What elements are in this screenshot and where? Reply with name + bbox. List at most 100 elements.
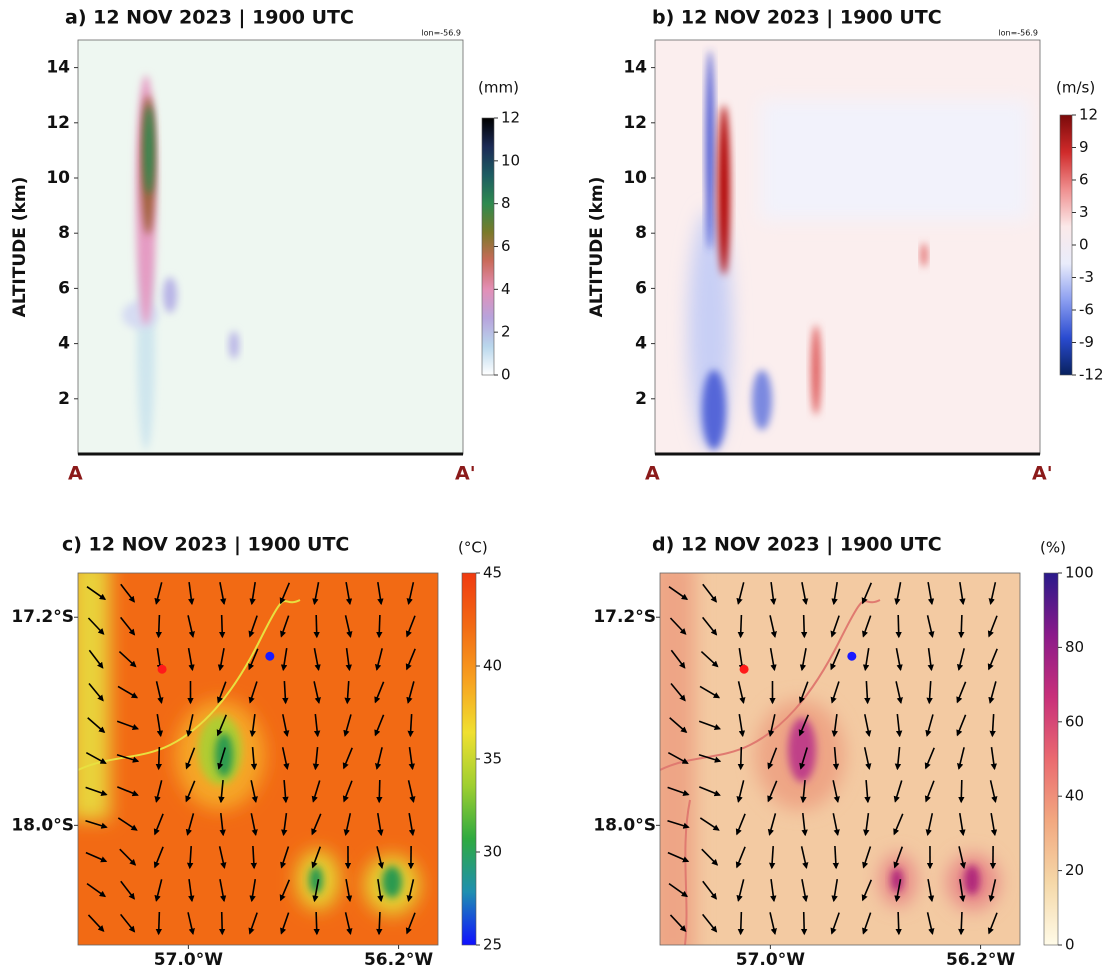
panel-title: a) 12 NOV 2023 | 1900 UTC	[65, 7, 354, 29]
wind-arrow	[159, 615, 160, 637]
colorbar-tick-label: 20	[1065, 861, 1084, 879]
field	[964, 865, 980, 895]
y-axis-label: ALTITUDE (km)	[587, 177, 607, 318]
wind-arrow	[379, 615, 380, 637]
wind-arrow	[316, 615, 317, 637]
y-tick-label: 6	[635, 278, 647, 298]
location-point	[158, 665, 167, 674]
annotation: lon=-56.9	[998, 29, 1038, 38]
colorbar-tick-label: 40	[483, 657, 502, 675]
colorbar-tick-label: 60	[1065, 712, 1084, 730]
field	[215, 733, 233, 777]
wind-arrow	[159, 912, 160, 934]
wind-arrow	[741, 912, 742, 934]
y-tick-label: 2	[58, 389, 70, 409]
colorbar-tick-label: -9	[1079, 333, 1094, 351]
annotation: lon=-56.9	[421, 29, 461, 38]
colorbar-tick-label: 8	[501, 194, 511, 212]
colorbar-label: (mm)	[478, 79, 519, 97]
colorbar	[1044, 573, 1058, 945]
field	[706, 50, 714, 250]
colorbar-tick-label: 40	[1065, 787, 1084, 805]
y-tick-label: 17.2°S	[593, 607, 656, 627]
field	[752, 370, 772, 430]
y-tick-label: 10	[623, 168, 647, 188]
colorbar-tick-label: 2	[501, 323, 511, 341]
field	[229, 331, 239, 359]
colorbar-tick-label: -6	[1079, 301, 1094, 319]
wind-arrow	[804, 615, 805, 637]
colorbar-tick-label: 3	[1079, 203, 1089, 221]
y-tick-label: 17.2°S	[11, 607, 74, 627]
y-tick-label: 4	[635, 334, 647, 354]
colorbar-tick-label: 0	[501, 366, 511, 384]
colorbar-tick-label: -12	[1079, 366, 1104, 384]
y-tick-label: 18.0°S	[593, 815, 656, 835]
panel-title: c) 12 NOV 2023 | 1900 UTC	[62, 534, 349, 556]
wind-arrow	[222, 912, 223, 934]
colorbar-tick-label: 25	[483, 936, 502, 954]
y-tick-label: 8	[635, 223, 647, 243]
location-point	[847, 652, 856, 661]
panel-title: d) 12 NOV 2023 | 1900 UTC	[652, 534, 942, 556]
y-tick-label: 6	[58, 278, 70, 298]
wind-arrow	[222, 615, 223, 637]
colorbar-tick-label: -3	[1079, 268, 1094, 286]
colorbar-tick-label: 100	[1065, 564, 1094, 582]
wind-arrow	[316, 912, 317, 934]
colorbar-tick-label: 80	[1065, 638, 1084, 656]
wind-arrow	[741, 615, 742, 637]
colorbar	[1060, 115, 1072, 375]
colorbar-tick-label: 6	[1079, 171, 1089, 189]
wind-arrow	[961, 615, 962, 637]
x-tick-label: 57.0°W	[736, 950, 805, 969]
field	[788, 718, 816, 782]
y-tick-label: 18.0°S	[11, 815, 74, 835]
wind-arrow	[898, 615, 899, 637]
plot-field	[78, 40, 463, 454]
y-tick-label: 2	[635, 389, 647, 409]
field-bg	[78, 40, 463, 454]
x-tick-label: 56.2°W	[364, 950, 433, 969]
colorbar-tick-label: 45	[483, 564, 502, 582]
colorbar-label: (°C)	[458, 539, 488, 557]
wind-arrow	[159, 747, 160, 769]
panel-title: b) 12 NOV 2023 | 1900 UTC	[652, 7, 942, 29]
field	[382, 866, 402, 898]
colorbar-tick-label: 4	[501, 280, 511, 298]
field	[921, 243, 927, 267]
wind-arrow	[804, 912, 805, 934]
colorbar-tick-label: 12	[501, 109, 520, 127]
plot-field	[655, 40, 1040, 454]
field	[163, 277, 177, 313]
y-tick-label: 12	[623, 113, 647, 133]
x-end-label: A'	[455, 463, 476, 485]
y-axis-label: ALTITUDE (km)	[10, 177, 30, 318]
field	[811, 325, 821, 415]
y-tick-label: 14	[46, 58, 70, 78]
y-tick-label: 14	[623, 58, 647, 78]
x-end-label: A'	[1032, 463, 1053, 485]
field	[760, 100, 1030, 220]
colorbar-tick-label: 30	[483, 843, 502, 861]
field	[122, 301, 158, 329]
plot-field	[650, 560, 1020, 960]
field	[702, 370, 726, 450]
colorbar-tick-label: 12	[1079, 106, 1098, 124]
colorbar-label: (m/s)	[1056, 79, 1095, 97]
location-point	[265, 652, 274, 661]
y-tick-label: 10	[46, 168, 70, 188]
wind-arrow	[379, 780, 380, 802]
y-tick-label: 4	[58, 334, 70, 354]
x-tick-label: 56.2°W	[946, 950, 1015, 969]
colorbar	[482, 118, 494, 375]
colorbar-tick-label: 6	[501, 237, 511, 255]
wind-arrow	[379, 912, 380, 934]
colorbar-tick-label: 10	[501, 151, 520, 169]
colorbar-tick-label: 9	[1079, 138, 1089, 156]
x-tick-label: 57.0°W	[154, 950, 223, 969]
colorbar-tick-label: 35	[483, 750, 502, 768]
x-start-label: A	[68, 463, 83, 485]
wind-arrow	[898, 912, 899, 934]
